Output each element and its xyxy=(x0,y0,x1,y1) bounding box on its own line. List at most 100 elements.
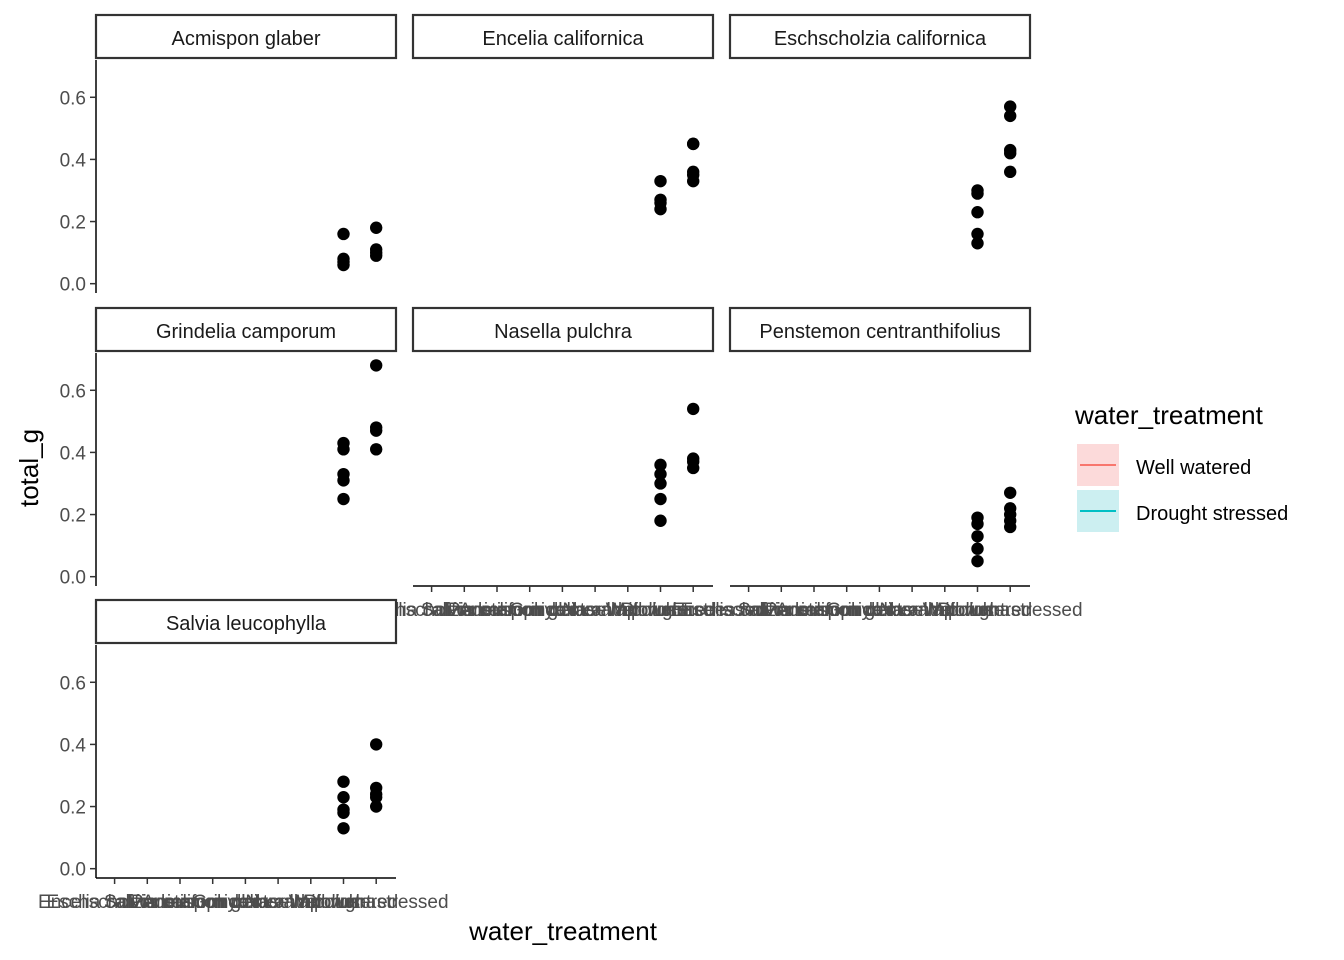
facet-strip xyxy=(94,13,398,60)
facet-panel: Salvia leucophylla 0.0 0.2 0.4 0.6 Encelia ca… xyxy=(38,598,449,913)
data-point-drought-stressed xyxy=(1004,165,1017,179)
x-tick-label: Well watered xyxy=(923,600,1032,621)
data-point-drought-stressed xyxy=(1004,486,1017,499)
data-point-well-watered xyxy=(654,202,667,216)
y-tick-label: 0.0 xyxy=(60,860,86,881)
y-tick-label: 0.2 xyxy=(60,506,86,527)
facet-strip-label: Salvia leucophylla xyxy=(166,613,327,635)
data-point-drought-stressed xyxy=(1004,100,1017,113)
x-tick-label: Penstemon centranthifolius xyxy=(448,600,677,621)
data-point-drought-stressed xyxy=(687,137,700,151)
facet-strip-label: Acmispon glaber xyxy=(172,28,321,50)
facet-strip xyxy=(728,306,1032,353)
data-point-well-watered xyxy=(971,237,984,250)
data-point-well-watered xyxy=(654,492,667,506)
data-point-drought-stressed xyxy=(370,221,383,234)
data-point-well-watered xyxy=(654,174,667,188)
x-tick-label: Drought stressed xyxy=(938,600,1083,621)
y-tick-label: 0.2 xyxy=(60,213,86,234)
facet-strip-label: Penstemon centranthifolius xyxy=(759,321,1000,343)
data-point-well-watered xyxy=(337,258,350,272)
x-tick-label: Grindelia camporum xyxy=(193,892,364,913)
facet-strip-label: Encelia californica xyxy=(482,28,644,50)
data-point-drought-stressed xyxy=(370,443,383,456)
facet-panel: Grindelia camporum 0.0 0.2 0.4 0.6 xyxy=(60,306,398,589)
x-tick-label: Nasella pulchra xyxy=(562,600,693,621)
facet-strip xyxy=(94,306,398,353)
legend: water_treatment Well watered Drought stre… xyxy=(1074,400,1288,532)
data-point-drought-stressed xyxy=(370,249,383,262)
data-point-well-watered xyxy=(971,227,984,241)
y-tick-label: 0.0 xyxy=(60,568,86,589)
data-point-well-watered xyxy=(337,443,350,456)
facet-strip-label: Nasella pulchra xyxy=(494,321,633,343)
x-tick-label: Salvia leucophylla xyxy=(421,600,574,621)
data-point-well-watered xyxy=(654,477,667,490)
y-tick-label: 0.4 xyxy=(60,735,87,756)
data-point-drought-stressed xyxy=(1004,109,1017,123)
y-tick-label: 0.2 xyxy=(60,798,86,819)
data-point-well-watered xyxy=(971,517,984,531)
x-tick-label: Well watered xyxy=(606,600,715,621)
facet-panels: Acmispon glaber 0.0 0.2 0.4 0.6 Encelia calif… xyxy=(38,13,1083,913)
data-point-drought-stressed xyxy=(370,800,383,813)
data-point-well-watered xyxy=(337,492,350,506)
x-tick-label: Eschscholzia californica xyxy=(680,600,882,621)
y-tick-label: 0.6 xyxy=(60,673,86,694)
x-tick-label: Nasella pulchra xyxy=(879,600,1010,621)
data-point-well-watered xyxy=(654,467,667,481)
facet-strip xyxy=(411,13,715,60)
facet-strip xyxy=(94,598,398,645)
x-tick-label: Penstemon centranthifolius xyxy=(765,600,994,621)
data-point-well-watered xyxy=(971,554,984,568)
data-point-well-watered xyxy=(337,806,350,819)
x-tick-label: Well watered xyxy=(289,892,398,913)
y-tick-label: 0.4 xyxy=(60,443,87,464)
legend-label: Well watered xyxy=(1136,457,1251,479)
data-point-drought-stressed xyxy=(1004,520,1017,534)
x-tick-label: Acmispon glaber xyxy=(459,600,601,621)
x-tick-label: Acmispon glaber xyxy=(776,600,918,621)
data-point-drought-stressed xyxy=(370,738,383,751)
x-tick-label: Salvia leucophylla xyxy=(104,892,257,913)
data-point-well-watered xyxy=(337,474,350,487)
data-point-drought-stressed xyxy=(687,402,700,416)
data-point-drought-stressed xyxy=(687,461,700,475)
facet-panel: Eschscholzia californica xyxy=(728,13,1032,250)
data-point-well-watered xyxy=(654,514,667,527)
legend-title: water_treatment xyxy=(1074,400,1264,430)
x-tick-label: Encelia californica xyxy=(38,892,192,913)
x-tick-label: Penstemon centranthifolius xyxy=(131,892,360,913)
data-point-well-watered xyxy=(337,791,350,804)
data-point-drought-stressed xyxy=(370,791,383,804)
x-tick-label: Acmispon glaber xyxy=(142,892,284,913)
x-tick-label: Grindelia camporum xyxy=(827,600,998,621)
x-tick-label: Drought stressed xyxy=(621,600,766,621)
facet-strip-label: Grindelia camporum xyxy=(156,321,336,343)
facet-panel: Encelia californica xyxy=(411,13,715,216)
data-point-well-watered xyxy=(654,458,667,472)
legend-label: Drought stressed xyxy=(1136,503,1288,525)
x-tick-label: Encelia californica xyxy=(672,600,826,621)
facet-strip xyxy=(411,306,715,353)
facet-panel: Acmispon glaber 0.0 0.2 0.4 0.6 xyxy=(60,13,398,296)
x-tick-label: Drought stressed xyxy=(304,892,449,913)
facet-strip xyxy=(728,13,1032,60)
data-point-well-watered xyxy=(337,775,350,788)
x-tick-label: Salvia leucophylla xyxy=(738,600,891,621)
y-tick-label: 0.0 xyxy=(60,275,86,296)
data-point-well-watered xyxy=(337,227,350,241)
data-point-well-watered xyxy=(971,206,984,219)
data-point-drought-stressed xyxy=(370,359,383,372)
x-tick-label: Nasella pulchra xyxy=(245,892,376,913)
x-tick-label: Eschscholzia californica xyxy=(363,600,565,621)
y-axis-title: total_g xyxy=(14,429,44,507)
x-tick-label: Grindelia camporum xyxy=(510,600,681,621)
facet-strip-label: Eschscholzia californica xyxy=(774,28,987,50)
data-point-well-watered xyxy=(971,530,984,543)
data-point-drought-stressed xyxy=(687,174,700,188)
x-tick-label: Eschscholzia californica xyxy=(46,892,248,913)
